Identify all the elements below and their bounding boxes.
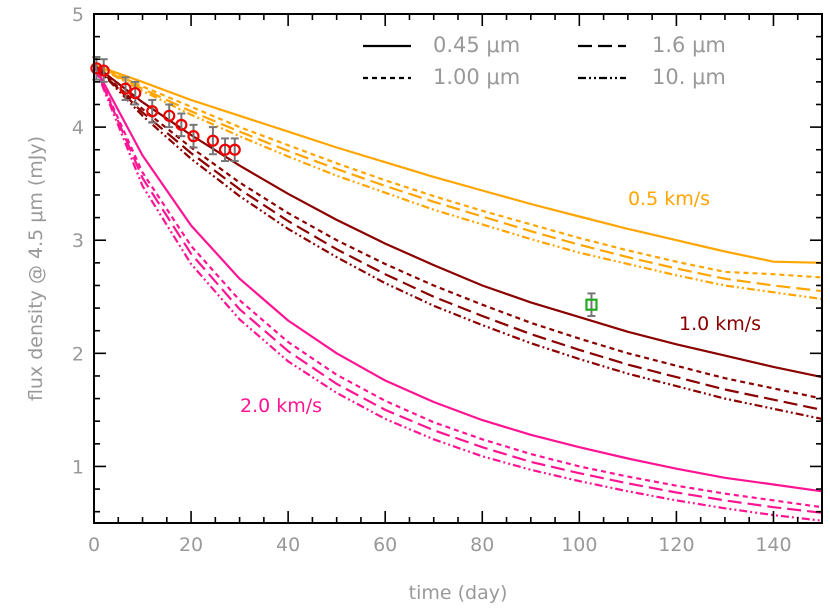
data-marker	[97, 64, 110, 77]
data-marker	[175, 118, 188, 131]
data-marker	[90, 62, 103, 75]
x-tick-label: 60	[373, 534, 397, 556]
data-marker	[206, 134, 220, 147]
data-marker	[129, 87, 142, 100]
legend-label: 1.6 μm	[652, 33, 726, 57]
legend-label: 10. μm	[652, 65, 726, 89]
legend: 0.45 μm 1.6 μm 1.00 μm 10. μm	[363, 33, 726, 89]
y-tick-label: 1	[72, 456, 84, 478]
x-tick-label: 100	[561, 534, 597, 556]
y-tick-label: 4	[72, 117, 84, 139]
curve-2-2	[94, 64, 822, 514]
y-axis-title: flux density @ 4.5 μm (mJy)	[25, 136, 47, 401]
legend-label: 0.45 μm	[433, 33, 520, 57]
curve-0-1	[94, 63, 822, 279]
curve-1-1	[94, 64, 822, 400]
data-point	[187, 123, 200, 149]
data-point	[163, 103, 176, 129]
data-point	[175, 112, 188, 138]
curve-2-3	[94, 64, 822, 522]
y-tick-label: 2	[72, 343, 84, 365]
data-marker	[119, 82, 132, 95]
x-axis-title: time (day)	[409, 582, 508, 604]
curve-1-2	[94, 64, 822, 411]
x-tick-label: 80	[470, 534, 494, 556]
y-tick-label: 3	[72, 230, 84, 252]
data-point	[97, 58, 110, 83]
curve-1-0	[94, 64, 822, 379]
square-marker	[585, 298, 598, 311]
curve-2-0	[94, 64, 822, 493]
data-point	[218, 137, 232, 163]
data-point	[228, 137, 241, 163]
data-point	[90, 55, 103, 81]
x-tick-label: 140	[755, 534, 791, 556]
data-point	[129, 80, 142, 106]
x-tick-label: 120	[658, 534, 694, 556]
x-tick-label: 40	[276, 534, 300, 556]
curve-0-3	[94, 63, 822, 301]
model-curves	[94, 63, 822, 522]
data-point-late	[585, 292, 598, 318]
velocity-annotation: 0.5 km/s	[628, 188, 710, 210]
curve-1-3	[94, 64, 822, 420]
data-point	[146, 98, 159, 124]
curve-0-2	[94, 63, 822, 293]
observations	[90, 55, 598, 318]
data-point	[206, 126, 220, 156]
x-tick-label: 20	[179, 534, 203, 556]
data-marker	[163, 109, 176, 122]
curve-0-0	[94, 63, 822, 264]
x-tick-label: 0	[88, 534, 100, 556]
data-marker	[228, 143, 241, 156]
legend-label: 1.00 μm	[433, 65, 520, 89]
data-marker	[187, 130, 200, 143]
velocity-annotation: 1.0 km/s	[679, 313, 761, 335]
axis-ticks: 0 20 40 60 80 100 120 140 1 2 3 4 5 time (day) flux de…	[25, 4, 823, 604]
annotations: 0.5 km/s 1.0 km/s 2.0 km/s	[240, 188, 761, 417]
curve-2-1	[94, 64, 822, 509]
velocity-annotation: 2.0 km/s	[240, 395, 322, 417]
data-point	[119, 76, 132, 101]
data-marker	[146, 105, 159, 118]
y-tick-label: 5	[72, 4, 84, 26]
